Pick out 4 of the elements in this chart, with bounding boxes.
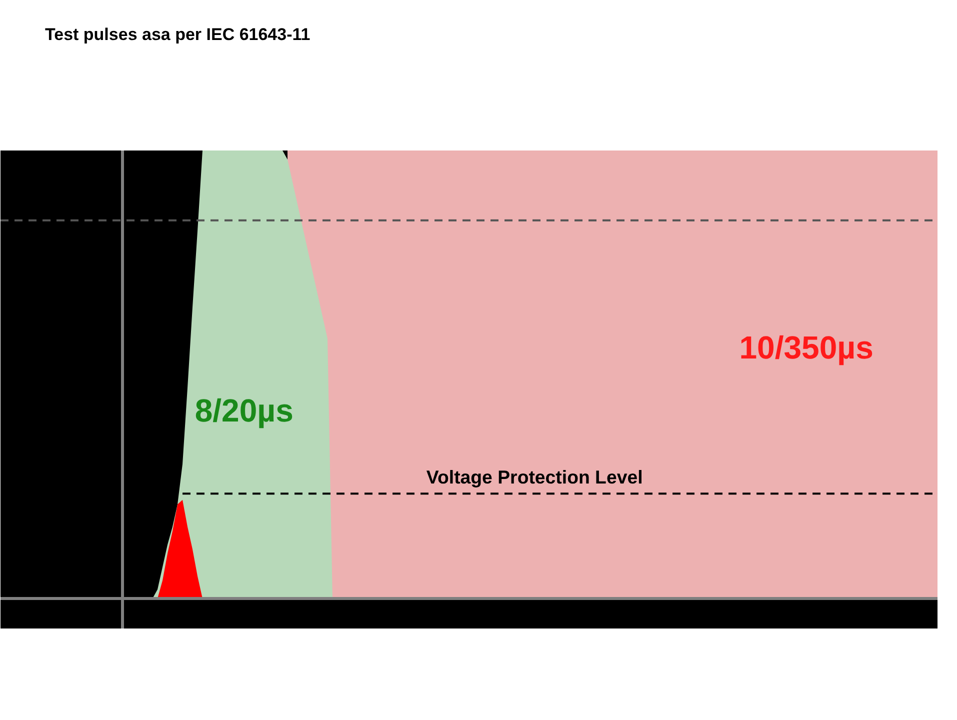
chart-title: Test pulses asa per IEC 61643-11 [45, 25, 310, 44]
series-label: 10/350µs [739, 330, 874, 366]
ref-line-label: Voltage Protection Level [426, 466, 643, 488]
series-label: 8/20µs [194, 392, 294, 428]
